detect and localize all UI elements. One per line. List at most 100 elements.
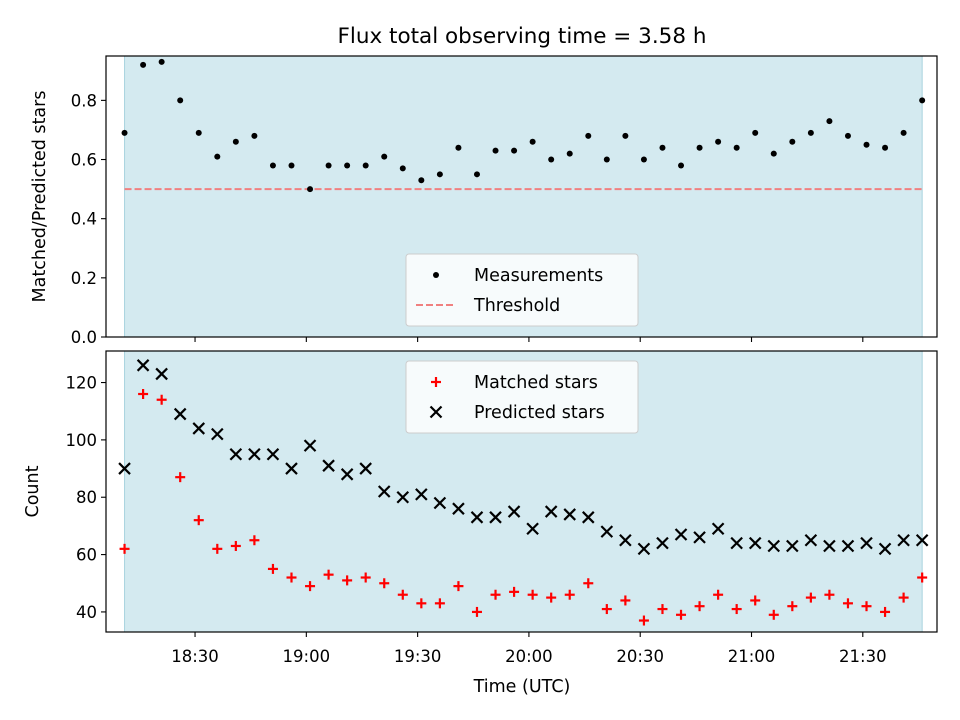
matched-stars-point [917, 572, 928, 583]
measurements-point [733, 144, 740, 151]
count-legend: Matched stars Predicted stars [405, 360, 639, 434]
measurements-point [659, 144, 666, 151]
matched-stars-point [564, 589, 575, 600]
measurements-point [399, 165, 406, 172]
ratio-y-axis: 0.0 0.2 0.4 0.6 0.8 [71, 91, 106, 347]
matched-stars-point [267, 563, 278, 574]
predicted-stars-point [526, 522, 539, 536]
y-tick-label: 40 [76, 603, 97, 622]
matched-stars-point [212, 543, 223, 554]
x-tick-label: 21:00 [728, 647, 776, 666]
matched-stars-point [880, 606, 891, 617]
predicted-stars-point [674, 528, 688, 541]
measurements-point [603, 156, 610, 163]
x-tick-label: 19:30 [394, 647, 442, 666]
y-tick-label: 0.2 [71, 269, 97, 288]
predicted-stars-point [897, 533, 910, 547]
matched-stars-point [119, 543, 130, 554]
legend-box [405, 253, 639, 327]
predicted-stars-point [377, 485, 391, 498]
predicted-stars-point [229, 447, 243, 461]
matched-stars-point [527, 589, 538, 600]
matched-stars-point [731, 604, 742, 615]
measurements-point [529, 138, 536, 145]
matched-stars-point [230, 540, 241, 551]
ratio-legend: Measurements Threshold [405, 253, 639, 327]
count-marks [118, 359, 929, 626]
measurements-point [436, 171, 443, 178]
measurements-point [696, 144, 703, 151]
matched-stars-point [750, 595, 761, 606]
matched-stars-point [583, 578, 594, 589]
measurements-point [566, 150, 573, 157]
count-y-axis-label: Count [23, 465, 43, 517]
predicted-stars-point [322, 459, 335, 472]
y-tick-label: 0.0 [71, 328, 97, 347]
measurements-point [511, 147, 518, 154]
predicted-stars-point [748, 536, 762, 550]
measurements-point [807, 129, 814, 136]
predicted-stars-point [507, 505, 521, 518]
predicted-stars-point [303, 439, 317, 452]
measurements-point [214, 153, 221, 160]
matched-stars-point [249, 535, 260, 546]
measurements-point [678, 162, 685, 169]
measurements-point [158, 58, 165, 65]
matched-stars-point [397, 589, 408, 600]
ratio-x-ticks [194, 337, 864, 342]
measurements-point [288, 162, 295, 169]
legend-box [405, 360, 639, 434]
measurements-point [473, 171, 480, 178]
predicted-stars-point [600, 525, 614, 538]
predicted-stars-point [656, 536, 669, 550]
measurements-point [919, 97, 926, 104]
measurements-point [882, 144, 889, 151]
matched-stars-point [898, 592, 909, 603]
predicted-stars-point [452, 502, 465, 515]
matched-stars-point [861, 601, 872, 612]
measurements-point [789, 138, 796, 145]
predicted-stars-point [396, 490, 410, 504]
measurements-point [640, 156, 647, 163]
measurements-point [418, 177, 425, 184]
count-panel: 40 60 80 100 120 18:30 19:00 19:30 20:00 20:30 21… [23, 350, 938, 666]
count-panel-frame [105, 350, 938, 633]
measurements-point [455, 144, 462, 151]
matched-stars-legend-swatch [431, 377, 441, 387]
y-tick-label: 60 [76, 546, 97, 565]
matched-stars-point [713, 589, 724, 600]
measurements-point [381, 153, 388, 160]
matched-stars-point [490, 589, 501, 600]
predicted-stars-point [730, 536, 743, 550]
predicted-stars-point [804, 533, 818, 547]
measurements-point [715, 138, 722, 145]
predicted-stars-legend-label: Predicted stars [474, 403, 605, 423]
measurements-point [844, 132, 851, 139]
time-x-axis: 18:30 19:00 19:30 20:00 20:30 21:00 21:30 [171, 632, 887, 666]
x-axis-label: Time (UTC) [473, 677, 571, 697]
ratio-marks [121, 58, 926, 193]
y-tick-label: 120 [66, 374, 98, 393]
predicted-stars-point [711, 522, 725, 536]
matched-stars-point [620, 595, 631, 606]
predicted-stars-point [211, 427, 224, 441]
measurements-point [548, 156, 555, 163]
predicted-stars-point [415, 488, 428, 501]
matched-stars-point [824, 589, 835, 600]
matched-stars-point [509, 586, 520, 597]
matched-stars-point [323, 569, 334, 580]
predicted-stars-point [489, 511, 502, 524]
measurements-point [492, 147, 499, 154]
measurements-point [752, 129, 759, 136]
predicted-stars-point [786, 539, 799, 553]
matched-stars-point [360, 572, 371, 583]
matched-stars-legend-label: Matched stars [474, 373, 598, 393]
threshold-legend-label: Threshold [473, 296, 560, 316]
x-tick-label: 20:30 [616, 647, 664, 666]
matched-stars-point [676, 609, 687, 620]
predicted-stars-legend-swatch [429, 405, 443, 419]
measurements-point [826, 118, 833, 125]
predicted-stars-point [544, 505, 558, 518]
matched-stars-point [657, 604, 668, 615]
